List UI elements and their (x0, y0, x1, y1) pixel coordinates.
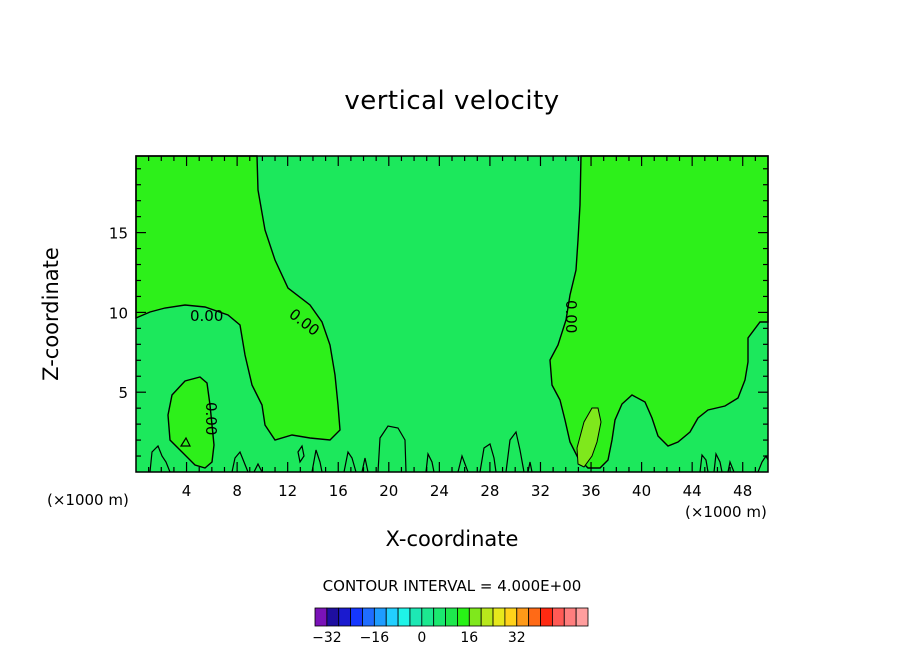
y-tick-label: 5 (118, 384, 128, 402)
colorbar-swatch (433, 607, 446, 627)
x-tick-label: 48 (733, 482, 752, 500)
colorbar-swatch (480, 607, 494, 627)
contour-interval: CONTOUR INTERVAL = 4.000E+00 (322, 577, 582, 595)
colorbar-swatch (575, 607, 589, 627)
colorbar-swatch (551, 607, 565, 627)
x-tick-label: 16 (329, 482, 348, 500)
colorbar-swatch (504, 607, 518, 627)
x-tick-label: 32 (531, 482, 550, 500)
colorbar-tick-label: 0 (417, 630, 426, 646)
colorbar-swatch (326, 607, 340, 627)
colorbar-swatch (385, 607, 399, 627)
region-positive-right (549, 155, 769, 469)
x-tick-label: 4 (182, 482, 192, 500)
colorbar-tick-label: 16 (460, 630, 478, 646)
chart-title: vertical velocity (344, 86, 560, 116)
y-tick-label: 10 (109, 304, 128, 322)
x-tick-label: 24 (430, 482, 449, 500)
region-updraft-core (576, 407, 602, 468)
x-axis-unit: (×1000 m) (685, 503, 767, 521)
contour-label: 0.00 (190, 307, 223, 325)
colorbar-swatch (421, 607, 435, 627)
surface-cells (149, 425, 769, 473)
x-tick-label: 20 (379, 482, 398, 500)
contour-label: 0.00 (202, 402, 220, 435)
colorbar-swatch (350, 607, 363, 627)
region-positive-lobe (167, 376, 215, 469)
x-tick-label: 44 (683, 482, 702, 500)
x-tick-label: 36 (581, 482, 600, 500)
contour-label: 0.00 (562, 300, 580, 333)
colorbar-swatch (516, 607, 530, 627)
x-axis: 4 8 12 16 20 24 28 32 36 40 44 48 (148, 156, 756, 500)
y-axis: 5 10 15 (109, 168, 768, 457)
colorbar-swatch (540, 607, 553, 627)
colorbar-swatch (563, 607, 577, 627)
colorbar-swatch (528, 607, 541, 627)
x-tick-label: 28 (480, 482, 499, 500)
colorbar-tick-label: −32 (312, 630, 342, 646)
small-cell (179, 436, 191, 447)
y-tick-label: 15 (109, 225, 128, 243)
colorbar-swatch (409, 607, 423, 627)
colorbar-swatch (338, 607, 352, 627)
x-tick-label: 8 (232, 482, 242, 500)
y-axis-label: Z-coordinate (39, 247, 63, 381)
colorbar-swatch (314, 607, 328, 627)
colorbar-swatch (457, 607, 470, 627)
colorbar-swatch (445, 607, 458, 627)
colorbar: −32 −16 0 16 32 (312, 607, 589, 646)
colorbar-swatch (373, 607, 387, 627)
colorbar-tick-label: 32 (508, 630, 526, 646)
colorbar-tick-label: −16 (360, 630, 390, 646)
colorbar-swatch (468, 607, 482, 627)
colorbar-swatch (492, 607, 506, 627)
region-positive-left (135, 155, 341, 441)
colorbar-swatch (362, 607, 375, 627)
x-axis-label: X-coordinate (385, 527, 519, 551)
x-tick-label: 40 (632, 482, 651, 500)
y-axis-unit: (×1000 m) (47, 491, 129, 509)
x-tick-label: 12 (278, 482, 297, 500)
colorbar-swatch (397, 607, 411, 627)
